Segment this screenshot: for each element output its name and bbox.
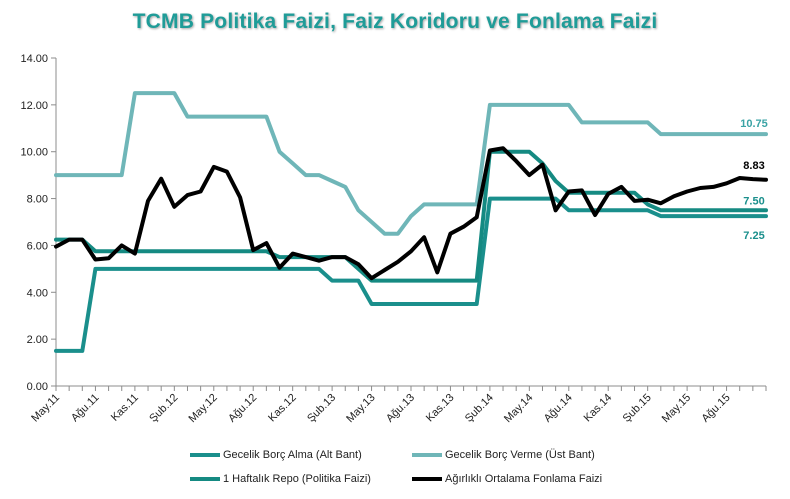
chart-title: TCMB Politika Faizi, Faiz Koridoru ve Fo… — [132, 10, 658, 33]
legend-swatch — [190, 453, 220, 457]
end-value-label: 10.75 — [740, 118, 768, 130]
x-tick-label: Şub.14 — [463, 392, 496, 425]
x-tick-label: Şub.12 — [147, 392, 180, 425]
series-line-1 — [54, 91, 768, 236]
y-tick-label: 8.00 — [27, 194, 48, 206]
end-value-label: 7.25 — [743, 230, 764, 242]
y-tick-label: 4.00 — [27, 287, 48, 299]
series-line-2 — [54, 149, 768, 283]
x-tick-label: Kas.12 — [266, 392, 299, 425]
x-tick-label: Şub.15 — [621, 392, 654, 425]
legend-label: 1 Haftalık Repo (Politika Faizi) — [223, 473, 371, 485]
legend-item-politika-faizi: 1 Haftalık Repo (Politika Faizi) — [190, 471, 371, 487]
end-value-label: 7.50 — [743, 195, 764, 207]
x-tick-label: Şub.13 — [305, 392, 338, 425]
y-tick-label: 12.00 — [20, 100, 48, 112]
end-labels: 7.25 10.75 7.50 8.83 — [740, 118, 768, 242]
series-line-3 — [54, 146, 768, 281]
y-tick-label: 14.00 — [20, 53, 48, 65]
legend-item-fonlama-faizi: Ağırlıklı Ortalama Fonlama Faizi — [412, 471, 602, 487]
series-layer — [54, 91, 768, 353]
x-tick-label: Ağu.14 — [542, 392, 575, 425]
legend-swatch — [412, 477, 442, 481]
chart-legend: Gecelik Borç Alma (Alt Bant) Gecelik Bor… — [190, 447, 630, 493]
legend-label: Gecelik Borç Alma (Alt Bant) — [223, 449, 362, 461]
x-tick-label: Kas.14 — [582, 392, 615, 425]
x-tick-label: Ağu.11 — [69, 392, 102, 425]
series-line-0 — [54, 196, 768, 353]
x-tick-label: May.12 — [186, 392, 219, 425]
legend-swatch — [412, 453, 442, 457]
x-tick-label: Ağu.13 — [384, 392, 417, 425]
y-tick-label: 10.00 — [20, 147, 48, 159]
x-tick-label: Ağu.15 — [700, 392, 733, 425]
legend-swatch — [190, 477, 220, 481]
x-tick-label: May.11 — [29, 392, 62, 425]
end-value-label: 8.83 — [743, 160, 764, 172]
x-tick-label: May.14 — [502, 392, 535, 425]
x-tick-label: May.15 — [660, 392, 693, 425]
legend-label: Gecelik Borç Verme (Üst Bant) — [445, 449, 595, 461]
legend-label: Ağırlıklı Ortalama Fonlama Faizi — [445, 473, 603, 485]
x-tick-label: Ağu.12 — [226, 392, 259, 425]
x-tick-label: Kas.11 — [109, 392, 141, 424]
x-tick-label: Kas.13 — [424, 392, 457, 425]
y-tick-label: 6.00 — [27, 240, 48, 252]
y-tick-label: 2.00 — [27, 334, 48, 346]
legend-item-alt-bant: Gecelik Borç Alma (Alt Bant) — [190, 447, 362, 463]
x-tick-label: May.13 — [344, 392, 377, 425]
legend-item-ust-bant: Gecelik Borç Verme (Üst Bant) — [412, 447, 595, 463]
y-tick-label: 0.00 — [27, 381, 48, 393]
